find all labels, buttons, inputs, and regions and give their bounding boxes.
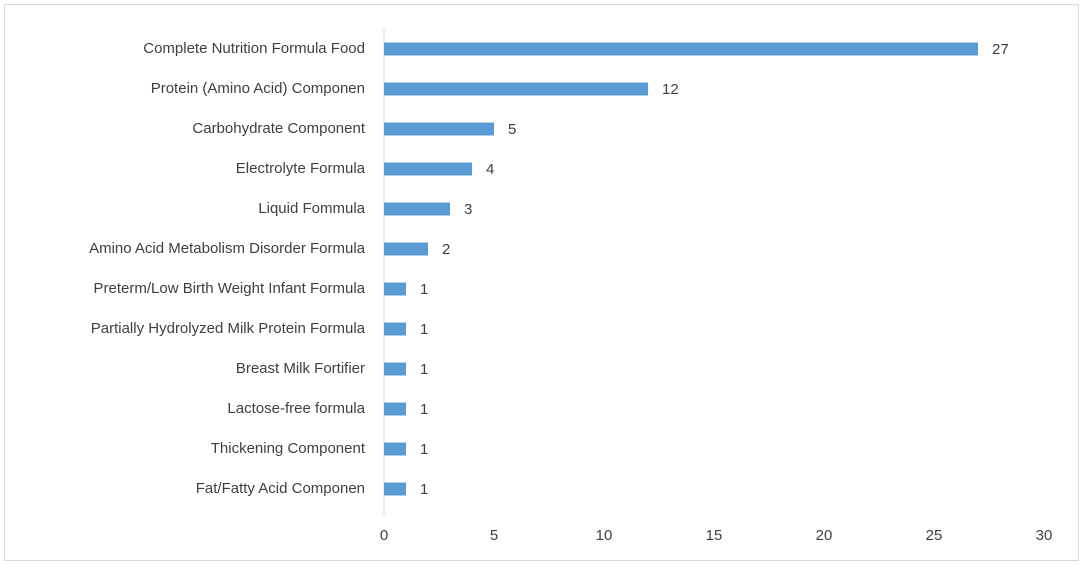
x-tick-label: 10 [596, 527, 613, 544]
x-tick-label: 15 [706, 527, 723, 544]
y-tick-label: Lactose-free formula [227, 400, 365, 417]
value-label: 5 [508, 121, 516, 138]
bar [384, 402, 406, 416]
x-tick-label: 20 [816, 527, 833, 544]
x-tick-label: 5 [490, 527, 498, 544]
bar [384, 162, 472, 176]
value-label: 3 [464, 201, 472, 218]
value-label: 12 [662, 81, 679, 98]
y-tick-label: Liquid Fommula [258, 200, 365, 217]
x-tick-label: 0 [380, 527, 388, 544]
y-tick-label: Amino Acid Metabolism Disorder Formula [89, 240, 366, 257]
y-tick-label: Thickening Component [211, 440, 366, 457]
value-label: 2 [442, 241, 450, 258]
value-label: 4 [486, 161, 494, 178]
bar [384, 122, 494, 136]
bar [384, 42, 978, 56]
value-label: 1 [420, 361, 428, 378]
value-label: 1 [420, 321, 428, 338]
y-tick-label: Electrolyte Formula [236, 160, 366, 177]
value-label: 1 [420, 401, 428, 418]
value-label: 27 [992, 41, 1009, 58]
bar [384, 322, 406, 336]
x-tick-label: 30 [1036, 527, 1053, 544]
y-tick-label: Fat/Fatty Acid Componen [196, 480, 365, 497]
y-tick-label: Partially Hydrolyzed Milk Protein Formul… [91, 320, 366, 337]
bar [384, 202, 450, 216]
bar [384, 242, 428, 256]
value-label: 1 [420, 281, 428, 298]
value-label: 1 [420, 481, 428, 498]
y-tick-label: Breast Milk Fortifier [236, 360, 365, 377]
bar [384, 282, 406, 296]
bar [384, 82, 648, 96]
bar [384, 362, 406, 376]
y-tick-label: Protein (Amino Acid) Componen [151, 80, 365, 97]
y-tick-label: Carbohydrate Component [192, 120, 365, 137]
bar [384, 482, 406, 496]
value-label: 1 [420, 441, 428, 458]
y-tick-label: Complete Nutrition Formula Food [143, 40, 365, 57]
bar [384, 442, 406, 456]
x-tick-label: 25 [926, 527, 943, 544]
chart-border [4, 4, 1079, 561]
y-tick-label: Preterm/Low Birth Weight Infant Formula [94, 280, 366, 297]
